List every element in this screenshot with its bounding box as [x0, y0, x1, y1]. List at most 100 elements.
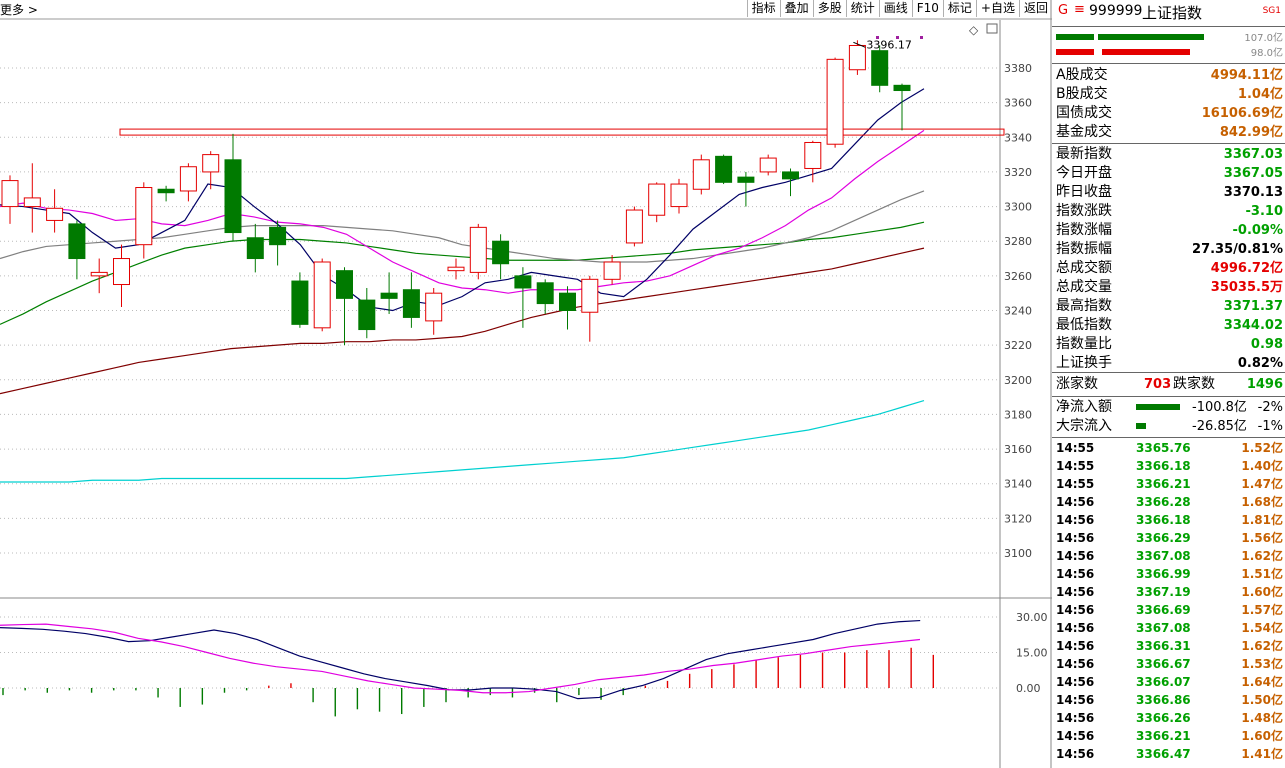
dea-line: [0, 623, 921, 694]
volume-row: 基金成交 842.99亿: [1052, 123, 1285, 142]
tick-price: 3366.29: [1136, 531, 1191, 545]
stat-row: 指数量比 0.98: [1052, 335, 1285, 354]
volume-row-value: 16106.69亿: [1201, 106, 1283, 121]
candle-down: [514, 275, 532, 289]
candle-up: [202, 154, 220, 173]
tick-price: 3366.31: [1136, 639, 1191, 653]
tick-price: 3366.18: [1136, 513, 1191, 527]
tick-time: 14:56: [1056, 513, 1095, 527]
quote-panel: G ≡ 999999 上证指数 SG1 107.0亿 98.0亿 A股成交 499…: [1052, 0, 1285, 768]
g-icon[interactable]: G: [1058, 3, 1069, 18]
high-marker: [853, 41, 866, 48]
candle-up: [425, 292, 443, 322]
tick-row: 14:56 3366.07 1.64亿: [1052, 673, 1285, 691]
flow-bar: [1136, 423, 1146, 429]
volume-row: B股成交 1.04亿: [1052, 85, 1285, 104]
signal-dot: [876, 36, 879, 39]
y-tick-label: 3100: [1004, 547, 1032, 560]
toolbar-button[interactable]: 返回: [1018, 0, 1052, 17]
sell-bar: [1102, 49, 1190, 55]
flow-row: 大宗流入 -26.85亿 -1%: [1052, 417, 1285, 436]
stat-row-label: 最高指数: [1056, 298, 1112, 314]
stat-row-label: 最低指数: [1056, 317, 1112, 333]
tick-amount: 1.50亿: [1241, 693, 1283, 707]
tick-time: 14:56: [1056, 549, 1095, 563]
candle-up: [90, 271, 108, 277]
tick-amount: 1.40亿: [1241, 459, 1283, 473]
candle-down: [291, 280, 309, 325]
candle-up: [648, 183, 666, 216]
stat-row-label: 指数量比: [1056, 336, 1112, 352]
macd-tick-label: 30.00: [1016, 611, 1048, 624]
stat-row: 最低指数 3344.02: [1052, 316, 1285, 335]
toolbar-button[interactable]: +自选: [975, 0, 1019, 17]
candle-up: [692, 159, 710, 190]
buy-bar: [1056, 34, 1094, 40]
candle-down: [336, 270, 353, 299]
volume-row-value: 842.99亿: [1219, 125, 1283, 140]
candle-down: [269, 226, 287, 246]
toolbar-button[interactable]: 标记: [942, 0, 976, 17]
volume-row-label: 基金成交: [1056, 124, 1112, 140]
bar2-value: 98.0亿: [1250, 48, 1283, 59]
tick-row: 14:56 3366.31 1.62亿: [1052, 637, 1285, 655]
toolbar-button[interactable]: 画线: [878, 0, 912, 17]
y-tick-label: 3200: [1004, 374, 1032, 387]
candle-down: [246, 237, 264, 260]
tick-amount: 1.57亿: [1241, 603, 1283, 617]
stock-name: 上证指数: [1142, 4, 1203, 22]
candle-up: [46, 207, 64, 221]
tick-row: 14:56 3366.21 1.60亿: [1052, 727, 1285, 745]
tick-time: 14:56: [1056, 567, 1095, 581]
flow-pct: -2%: [1257, 400, 1283, 415]
sell-bar: [1056, 49, 1094, 55]
tick-amount: 1.47亿: [1241, 477, 1283, 491]
resistance-band: [119, 128, 1005, 136]
tick-time: 14:56: [1056, 693, 1095, 707]
tick-time: 14:56: [1056, 495, 1095, 509]
candle-down: [559, 292, 576, 311]
toolbar-button[interactable]: 多股: [812, 0, 846, 17]
menu-icon[interactable]: ≡: [1074, 2, 1085, 17]
title-row: G ≡ 999999 上证指数 SG1: [1052, 0, 1285, 24]
tick-time: 14:56: [1056, 603, 1095, 617]
toolbar-button[interactable]: 叠加: [779, 0, 813, 17]
tick-time: 14:56: [1056, 729, 1095, 743]
tick-amount: 1.54亿: [1241, 621, 1283, 635]
y-tick-label: 3280: [1004, 235, 1032, 248]
stat-row-value: 0.98: [1250, 337, 1283, 352]
y-tick-label: 3120: [1004, 512, 1032, 525]
candle-down: [536, 282, 554, 305]
candle-up: [804, 141, 822, 169]
sg-badge: SG1: [1262, 6, 1281, 16]
toolbar-button[interactable]: F10: [911, 0, 943, 17]
tick-amount: 1.64亿: [1241, 675, 1283, 689]
y-tick-label: 3360: [1004, 97, 1032, 110]
tick-time: 14:56: [1056, 639, 1095, 653]
stat-row-value: -0.09%: [1232, 223, 1284, 238]
tick-price: 3366.26: [1136, 711, 1191, 725]
more-link[interactable]: 更多 >: [0, 3, 38, 17]
bar1-value: 107.0亿: [1244, 33, 1283, 44]
kline-chart[interactable]: 3380 3360 3340 3320 3300 3280 3260 3240 3220 3200…: [0, 0, 1052, 768]
stat-row: 上证换手 0.82%: [1052, 354, 1285, 373]
ma120-line: [0, 399, 925, 483]
stat-row-label: 昨日收盘: [1056, 184, 1112, 200]
toolbar-button[interactable]: 指标: [746, 0, 780, 17]
tick-amount: 1.48亿: [1241, 711, 1283, 725]
breadth-row: 涨家数 703 跌家数 1496: [1056, 376, 1283, 392]
volume-row-value: 4994.11亿: [1210, 68, 1283, 83]
candle-up: [670, 183, 688, 208]
tick-price: 3367.08: [1136, 549, 1191, 563]
y-tick-label: 3180: [1004, 408, 1032, 421]
candle-up: [447, 266, 465, 272]
toolbar-button[interactable]: 统计: [845, 0, 879, 17]
candle-down: [871, 50, 889, 86]
candle-down: [68, 223, 86, 260]
candle-up: [848, 44, 866, 71]
tick-time: 14:56: [1056, 675, 1095, 689]
tick-time: 14:55: [1056, 441, 1095, 455]
stat-row: 指数涨幅 -0.09%: [1052, 221, 1285, 240]
stat-row-label: 总成交额: [1056, 260, 1112, 276]
tick-price: 3366.28: [1136, 495, 1191, 509]
